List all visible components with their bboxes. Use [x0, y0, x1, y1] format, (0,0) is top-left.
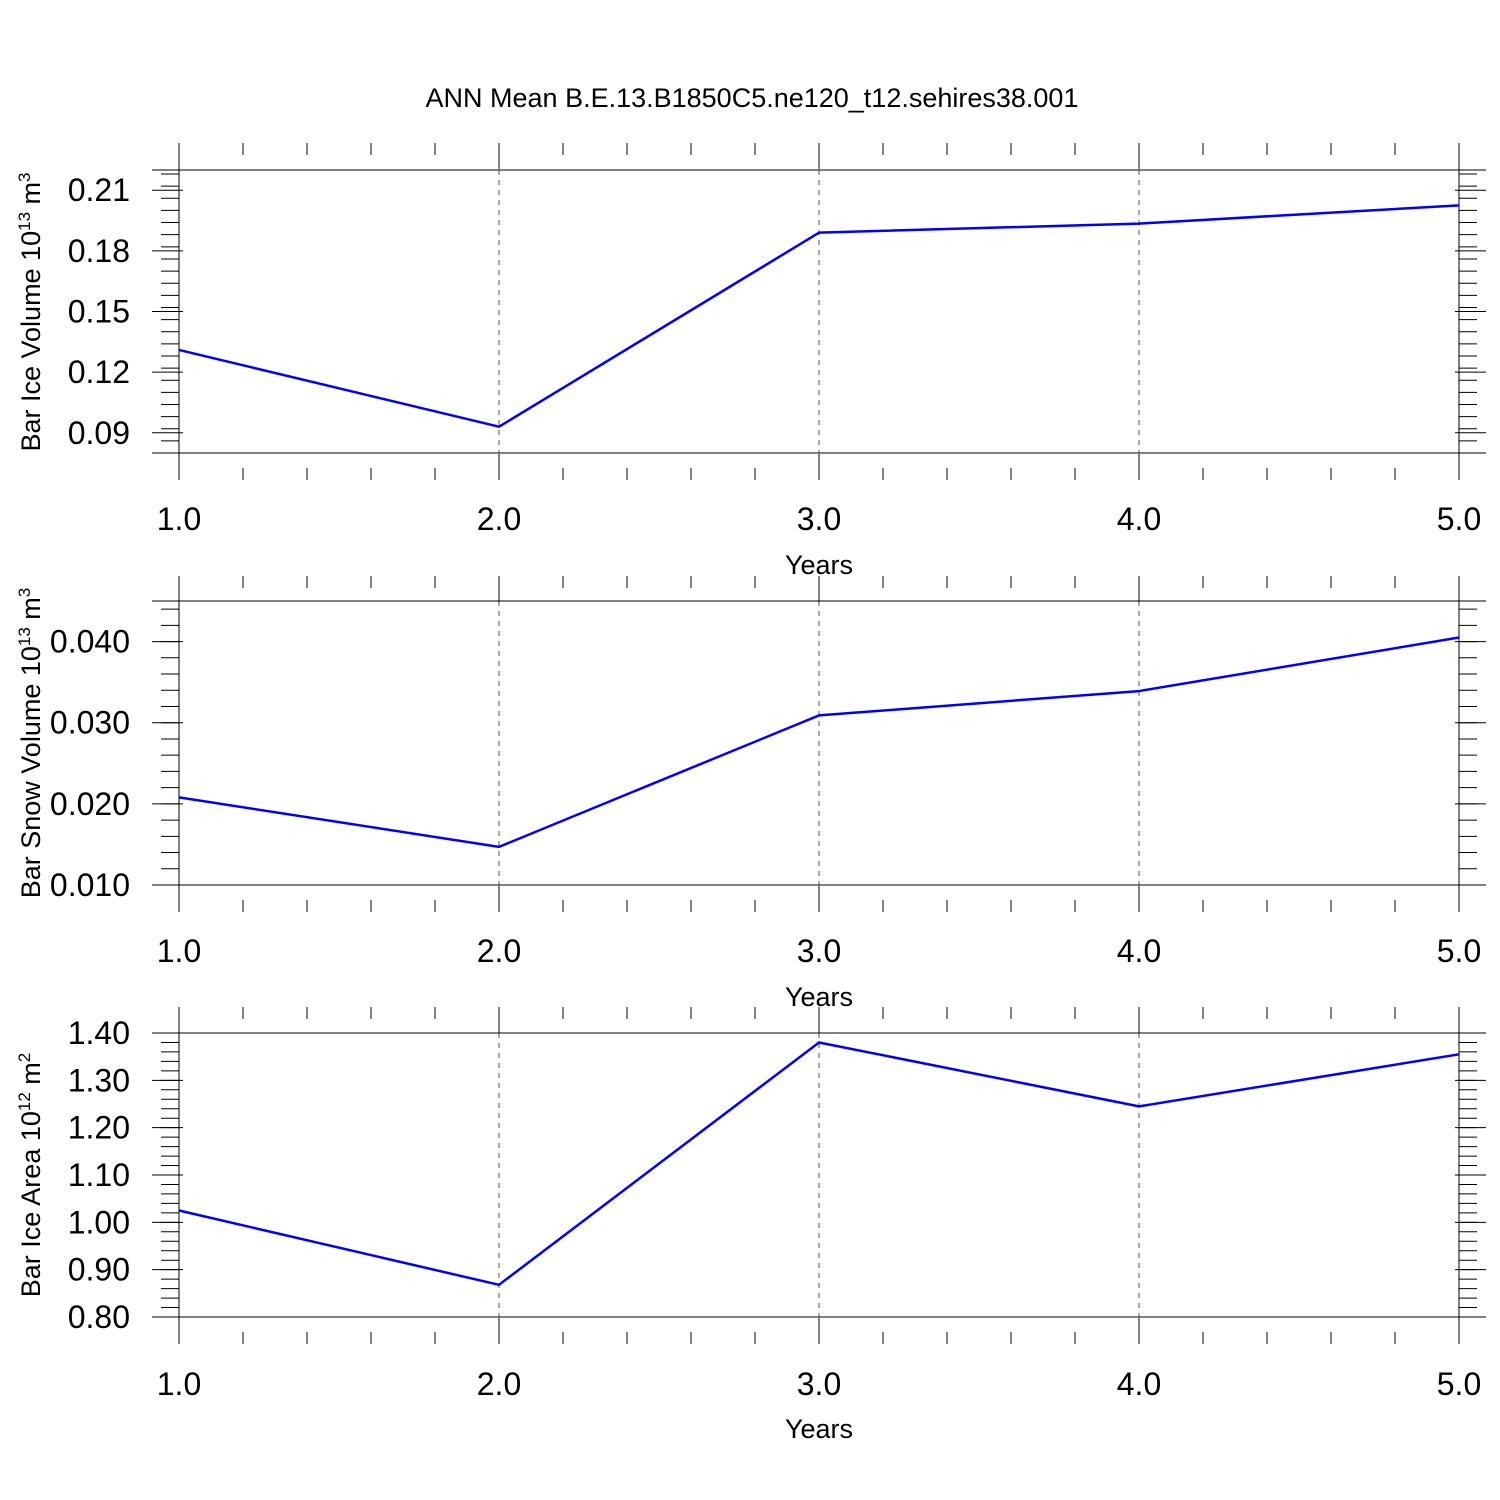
x-tick-label: 3.0 — [797, 933, 841, 969]
y-tick-label: 0.18 — [68, 233, 130, 269]
y-tick-label: 0.15 — [68, 294, 130, 330]
y-tick-label: 0.09 — [68, 415, 130, 451]
x-tick-label: 5.0 — [1437, 501, 1481, 537]
x-tick-label: 1.0 — [157, 1366, 201, 1402]
x-tick-label: 5.0 — [1437, 933, 1481, 969]
x-tick-label: 4.0 — [1117, 501, 1161, 537]
y-axis-title: Bar Ice Area 1012 m2 — [15, 1053, 46, 1298]
y-tick-label: 0.80 — [68, 1299, 130, 1335]
y-axis-title: Bar Snow Volume 1013 m3 — [15, 588, 46, 899]
y-tick-label: 0.12 — [68, 354, 130, 390]
y-tick-label: 0.020 — [50, 786, 130, 822]
x-tick-label: 3.0 — [797, 1366, 841, 1402]
y-tick-label: 1.00 — [68, 1204, 130, 1240]
y-tick-label: 0.010 — [50, 867, 130, 903]
panel-ice-volume: 0.09 0.12 0.15 0.18 0.21 1.0 2.0 3.0 4.0 5.0 Years… — [15, 143, 1486, 580]
x-tick-label: 3.0 — [797, 501, 841, 537]
x-tick-label: 2.0 — [477, 933, 521, 969]
y-axis-title: Bar Ice Volume 1013 m3 — [15, 172, 46, 451]
y-tick-label: 0.90 — [68, 1252, 130, 1288]
figure-title: ANN Mean B.E.13.B1850C5.ne120_t12.sehire… — [426, 83, 1079, 113]
x-tick-label: 4.0 — [1117, 933, 1161, 969]
x-axis-title: Years — [785, 1414, 853, 1444]
x-tick-label: 1.0 — [157, 501, 201, 537]
panel-ice-area: 0.80 0.90 1.00 1.10 1.20 1.30 1.40 1.0 2.0 3.0 4.0… — [15, 1007, 1486, 1444]
x-tick-label: 1.0 — [157, 933, 201, 969]
x-axis-title: Years — [785, 550, 853, 580]
x-tick-label: 2.0 — [477, 501, 521, 537]
x-tick-label: 5.0 — [1437, 1366, 1481, 1402]
y-tick-label: 1.20 — [68, 1110, 130, 1146]
x-tick-label: 4.0 — [1117, 1366, 1161, 1402]
y-tick-label: 0.21 — [68, 172, 130, 208]
x-tick-label: 2.0 — [477, 1366, 521, 1402]
y-tick-label: 0.040 — [50, 624, 130, 660]
y-tick-label: 0.030 — [50, 705, 130, 741]
y-tick-label: 1.30 — [68, 1062, 130, 1098]
y-tick-label: 1.40 — [68, 1015, 130, 1051]
y-tick-label: 1.10 — [68, 1157, 130, 1193]
